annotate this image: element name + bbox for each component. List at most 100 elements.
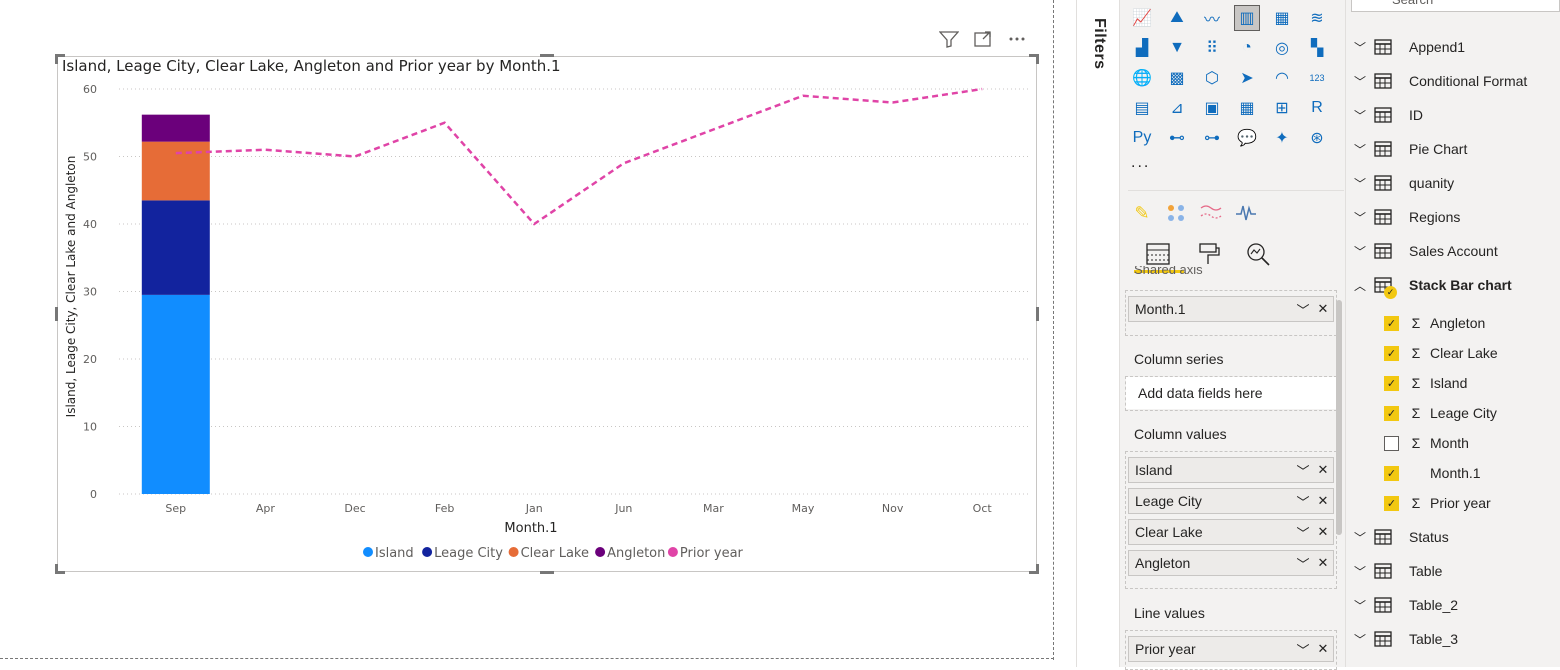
- field-item[interactable]: ✓ Σ Prior year: [1384, 490, 1560, 516]
- resize-handle-bottom-right[interactable]: [1029, 571, 1039, 574]
- card-icon[interactable]: 123: [1309, 73, 1325, 83]
- line-and-stacked-column-icon[interactable]: ▥: [1234, 5, 1260, 31]
- chevron-down-icon[interactable]: ﹀: [1296, 525, 1310, 541]
- filter-icon[interactable]: [938, 30, 960, 53]
- smart-narrative-icon[interactable]: ✦: [1275, 130, 1289, 147]
- field-item[interactable]: ✓ Σ Leage City: [1384, 400, 1560, 426]
- gauge-icon[interactable]: ◠: [1275, 70, 1289, 87]
- treemap-icon[interactable]: ▚: [1310, 40, 1324, 57]
- chevron-down-icon[interactable]: ﹀: [1296, 463, 1310, 479]
- kpi-icon[interactable]: ⊿: [1170, 100, 1184, 117]
- chevron-down-icon[interactable]: ﹀: [1296, 302, 1310, 318]
- close-icon[interactable]: ✕: [1317, 555, 1329, 570]
- table-item[interactable]: ﹀ Append1: [1350, 34, 1560, 60]
- close-icon[interactable]: ✕: [1317, 641, 1329, 656]
- chevron-down-icon[interactable]: ﹀: [1353, 176, 1366, 191]
- multi-row-card-icon[interactable]: ▤: [1134, 100, 1150, 117]
- pie-chart-icon[interactable]: ◔: [1242, 39, 1252, 56]
- power-automate-icon[interactable]: ✎: [1134, 202, 1150, 223]
- resize-handle-bottom-right[interactable]: [1036, 564, 1039, 574]
- field-pill[interactable]: Clear Lake ﹀ ✕: [1128, 519, 1334, 545]
- chevron-down-icon[interactable]: ﹀: [1296, 642, 1310, 658]
- table-icon[interactable]: ▦: [1239, 100, 1255, 117]
- sparkline-visual-icon[interactable]: [1233, 200, 1259, 226]
- stacked-area-icon[interactable]: 〰: [1203, 12, 1220, 29]
- field-item[interactable]: ✓ Σ Island: [1384, 370, 1560, 396]
- chevron-down-icon[interactable]: ﹀: [1296, 556, 1310, 572]
- chevron-down-icon[interactable]: ﹀: [1353, 108, 1366, 123]
- resize-handle-bottom-left[interactable]: [55, 564, 58, 574]
- focus-mode-icon[interactable]: [972, 30, 994, 53]
- donut-chart-icon[interactable]: ◎: [1275, 40, 1289, 57]
- python-visual-icon[interactable]: Py: [1132, 129, 1152, 146]
- line-and-clustered-column-icon[interactable]: ▦: [1274, 10, 1290, 27]
- chevron-down-icon[interactable]: ﹀: [1353, 74, 1366, 89]
- field-pill[interactable]: Leage City ﹀ ✕: [1128, 488, 1334, 514]
- chevron-up-icon[interactable]: ︿: [1353, 278, 1366, 293]
- resize-handle-top-right[interactable]: [1029, 54, 1039, 57]
- scatter-icon[interactable]: ⠿: [1206, 40, 1218, 57]
- chevron-down-icon[interactable]: ﹀: [1353, 210, 1366, 225]
- chevron-down-icon[interactable]: ﹀: [1353, 530, 1366, 545]
- field-item[interactable]: ✓ Σ Clear Lake: [1384, 340, 1560, 366]
- chevron-down-icon[interactable]: ﹀: [1353, 244, 1366, 259]
- table-item[interactable]: ﹀ Status: [1350, 524, 1560, 550]
- chevron-down-icon[interactable]: ﹀: [1296, 494, 1310, 510]
- paginated-report-icon[interactable]: ⊛: [1310, 130, 1324, 147]
- chart-visual-icon[interactable]: [1198, 200, 1224, 226]
- table-item[interactable]: ︿ ✓ Stack Bar chart: [1350, 272, 1560, 299]
- column-series-add-field[interactable]: Add data fields here: [1126, 377, 1336, 409]
- resize-handle-top-left[interactable]: [55, 54, 65, 57]
- qna-icon[interactable]: 💬: [1237, 130, 1257, 147]
- r-visual-icon[interactable]: R: [1311, 99, 1323, 116]
- field-item[interactable]: ✓ Month.1: [1384, 460, 1560, 486]
- chart-plot[interactable]: 0 10 20 30 40 50 60 Sep Apr Dec Feb Jan Jun Mar May Nov…: [57, 76, 1037, 570]
- shared-axis-field-pill[interactable]: Month.1 ﹀ ✕: [1128, 296, 1334, 322]
- field-pill[interactable]: Island ﹀ ✕: [1128, 457, 1334, 483]
- azure-map-icon[interactable]: ➤: [1240, 70, 1254, 87]
- more-options-icon[interactable]: [1006, 30, 1028, 53]
- chevron-down-icon[interactable]: ﹀: [1353, 632, 1366, 647]
- resize-handle-bottom[interactable]: [540, 571, 554, 574]
- close-icon[interactable]: ✕: [1317, 493, 1329, 508]
- dots-visual-icon[interactable]: [1163, 200, 1189, 226]
- table-item[interactable]: ﹀ ID: [1350, 102, 1560, 128]
- field-pill[interactable]: Prior year ﹀ ✕: [1128, 636, 1334, 662]
- waterfall-icon[interactable]: ▟: [1135, 40, 1149, 57]
- field-checkbox[interactable]: ✓: [1384, 315, 1399, 331]
- resize-handle-left[interactable]: [55, 307, 58, 321]
- funnel-icon[interactable]: ▼: [1169, 39, 1185, 56]
- field-pill[interactable]: Angleton ﹀ ✕: [1128, 550, 1334, 576]
- resize-handle-top-right[interactable]: [1036, 54, 1039, 64]
- resize-handle-bottom-left[interactable]: [55, 571, 65, 574]
- chevron-down-icon[interactable]: ﹀: [1353, 40, 1366, 55]
- close-icon[interactable]: ✕: [1317, 301, 1329, 316]
- matrix-icon[interactable]: ⊞: [1275, 100, 1289, 117]
- resize-handle-top-left[interactable]: [55, 54, 58, 64]
- ribbon-chart-icon[interactable]: ≋: [1310, 10, 1324, 27]
- close-icon[interactable]: ✕: [1317, 462, 1329, 477]
- table-item[interactable]: ﹀ Regions: [1350, 204, 1560, 230]
- resize-handle-right[interactable]: [1036, 307, 1039, 321]
- field-checkbox[interactable]: ✓: [1384, 375, 1399, 391]
- resize-handle-top[interactable]: [540, 54, 554, 57]
- analytics-tab[interactable]: [1241, 238, 1275, 270]
- chevron-down-icon[interactable]: ﹀: [1353, 598, 1366, 613]
- table-item[interactable]: ﹀ Table_3: [1350, 626, 1560, 652]
- field-checkbox[interactable]: ✓: [1384, 495, 1399, 511]
- format-tab[interactable]: [1191, 238, 1225, 270]
- close-icon[interactable]: ✕: [1317, 524, 1329, 539]
- table-item[interactable]: ﹀ Conditional Format: [1350, 68, 1560, 94]
- visualizations-scrollbar[interactable]: [1336, 300, 1342, 535]
- area-chart-icon[interactable]: ⛰: [1170, 9, 1184, 26]
- slicer-icon[interactable]: ▣: [1204, 100, 1220, 117]
- more-visuals-icon[interactable]: ...: [1131, 154, 1151, 171]
- shape-map-icon[interactable]: ⬡: [1205, 70, 1219, 87]
- filled-map-icon[interactable]: ▩: [1169, 70, 1185, 87]
- field-checkbox[interactable]: ✓: [1384, 465, 1399, 481]
- field-checkbox[interactable]: ✓: [1384, 405, 1399, 421]
- table-item[interactable]: ﹀ Sales Account: [1350, 238, 1560, 264]
- key-influencers-icon[interactable]: ⊷: [1169, 130, 1185, 147]
- fields-tab[interactable]: [1141, 238, 1175, 270]
- decomposition-tree-icon[interactable]: ⊶: [1204, 130, 1220, 147]
